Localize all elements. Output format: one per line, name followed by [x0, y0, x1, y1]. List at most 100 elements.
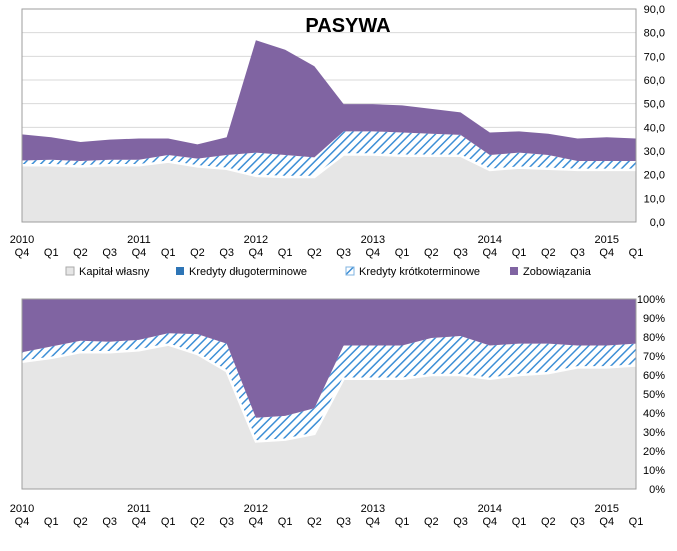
c1-quarter-label: Q1 [278, 247, 293, 259]
legend-label-zobowiazania: Zobowiązania [523, 266, 592, 278]
chart-1: 0,010,020,030,040,050,060,070,080,090,0 … [10, 4, 665, 259]
c1-quarter-label: Q1 [44, 247, 59, 259]
c1-year-label: 2012 [244, 234, 268, 246]
c2-quarter-label: Q2 [541, 516, 556, 528]
c2-quarter-label: Q2 [424, 516, 439, 528]
c1-quarter-label: Q4 [366, 247, 381, 259]
legend-label-kredyty-dlugoterminowe: Kredyty długoterminowe [189, 266, 307, 278]
legend-item-kredyty-krotkoterminowe: Kredyty krótkoterminowe [345, 266, 480, 278]
c2-year-label: 2011 [127, 503, 151, 515]
c1-quarter-label: Q1 [512, 247, 527, 259]
c1-y-tick-label: 30,0 [644, 146, 665, 158]
legend-item-kredyty-dlugoterminowe: Kredyty długoterminowe [176, 266, 307, 278]
c1-quarter-label: Q1 [395, 247, 410, 259]
c1-year-label: 2010 [10, 234, 34, 246]
c2-y-tick-label: 90% [643, 313, 665, 325]
c1-y-tick-label: 20,0 [644, 170, 665, 182]
c1-y-tick-label: 80,0 [644, 28, 665, 40]
c1-quarter-label: Q4 [132, 247, 147, 259]
c2-year-label: 2015 [595, 503, 619, 515]
c2-quarter-label: Q2 [307, 516, 322, 528]
c2-quarter-label: Q1 [395, 516, 410, 528]
c2-quarter-label: Q4 [599, 516, 614, 528]
chart-1-title: PASYWA [305, 15, 390, 37]
c1-quarter-label: Q1 [161, 247, 176, 259]
c2-quarter-label: Q4 [366, 516, 381, 528]
c2-y-tick-label: 40% [643, 408, 665, 420]
c1-quarter-label: Q2 [190, 247, 205, 259]
c1-quarter-label: Q3 [219, 247, 234, 259]
c1-y-tick-label: 50,0 [644, 99, 665, 111]
c2-area-kapital-wlasny [22, 344, 636, 489]
c1-quarter-label: Q2 [424, 247, 439, 259]
legend-swatch-kapital-wlasny [65, 266, 75, 276]
c1-year-label: 2011 [127, 234, 151, 246]
c2-year-label: 2010 [10, 503, 34, 515]
c1-area-kapital-wlasny [22, 154, 636, 222]
c1-year-label: 2014 [478, 234, 502, 246]
c1-year-label: 2013 [361, 234, 385, 246]
c2-y-tick-label: 0% [649, 484, 665, 496]
c2-area-kredyty-krotkoterminowe [22, 333, 636, 441]
c2-year-label: 2012 [244, 503, 268, 515]
c1-y-tick-label: 60,0 [644, 75, 665, 87]
c2-y-tick-label: 70% [643, 351, 665, 363]
c2-quarter-label: Q3 [570, 516, 585, 528]
legend-swatch-zobowiazania [510, 267, 518, 275]
c1-quarter-label: Q3 [102, 247, 117, 259]
c1-quarter-label: Q2 [307, 247, 322, 259]
c2-year-label: 2014 [478, 503, 502, 515]
legend-label-kredyty-krotkoterminowe: Kredyty krótkoterminowe [359, 266, 480, 278]
c1-quarter-label: Q4 [599, 247, 614, 259]
c1-quarter-label: Q4 [15, 247, 30, 259]
c2-quarter-label: Q1 [44, 516, 59, 528]
c2-quarter-label: Q1 [161, 516, 176, 528]
c1-y-tick-label: 0,0 [650, 217, 665, 229]
c2-quarter-label: Q1 [512, 516, 527, 528]
c2-quarter-label: Q1 [278, 516, 293, 528]
c2-y-tick-label: 50% [643, 389, 665, 401]
c2-quarter-label: Q3 [102, 516, 117, 528]
legend-label-kapital-wlasny: Kapitał własny [79, 266, 150, 278]
c1-y-tick-label: 10,0 [644, 193, 665, 205]
chart-2: 0% 10% 20% 30% 40% 50% 60% 70% 80% 90% 100% Q4 Q1 Q2… [10, 294, 665, 528]
c2-quarter-label: Q2 [190, 516, 205, 528]
c1-year-label: 2015 [595, 234, 619, 246]
c2-y-tick-label: 100% [637, 294, 665, 306]
c1-quarter-label: Q4 [249, 247, 264, 259]
c2-y-tick-label: 60% [643, 370, 665, 382]
c1-quarter-label: Q2 [541, 247, 556, 259]
c2-y-tick-label: 30% [643, 427, 665, 439]
c1-quarter-label: Q3 [570, 247, 585, 259]
c1-y-tick-label: 70,0 [644, 51, 665, 63]
c2-y-tick-label: 80% [643, 332, 665, 344]
c1-quarter-label: Q3 [453, 247, 468, 259]
c2-quarter-label: Q3 [219, 516, 234, 528]
legend: Kapitał własny Kredyty długoterminowe Kr… [65, 266, 592, 278]
c2-plot-border [21, 298, 637, 490]
c2-quarter-label: Q1 [629, 516, 644, 528]
c1-y-tick-label: 90,0 [644, 4, 665, 16]
c2-year-label: 2013 [361, 503, 385, 515]
c2-quarter-label: Q3 [453, 516, 468, 528]
legend-item-zobowiazania: Zobowiązania [510, 266, 592, 278]
c2-quarter-label: Q4 [132, 516, 147, 528]
c2-area-zobowiazania [22, 299, 636, 418]
legend-swatch-kredyty-krotkoterminowe [345, 266, 355, 276]
c2-quarter-label: Q3 [336, 516, 351, 528]
c1-area-zobowiazania [22, 40, 636, 161]
c1-plot-border [21, 8, 637, 223]
c2-y-tick-label: 10% [643, 465, 665, 477]
c1-y-tick-label: 40,0 [644, 122, 665, 134]
legend-item-kapital-wlasny: Kapitał własny [65, 266, 150, 278]
c1-quarter-label: Q4 [482, 247, 497, 259]
c2-quarter-label: Q4 [482, 516, 497, 528]
c2-y-tick-label: 20% [643, 446, 665, 458]
c1-quarter-label: Q2 [73, 247, 88, 259]
c2-quarter-label: Q2 [73, 516, 88, 528]
c2-equity-edge [21, 343, 637, 443]
c1-quarter-label: Q3 [336, 247, 351, 259]
c1-quarter-label: Q1 [629, 247, 644, 259]
c2-quarter-label: Q4 [15, 516, 30, 528]
